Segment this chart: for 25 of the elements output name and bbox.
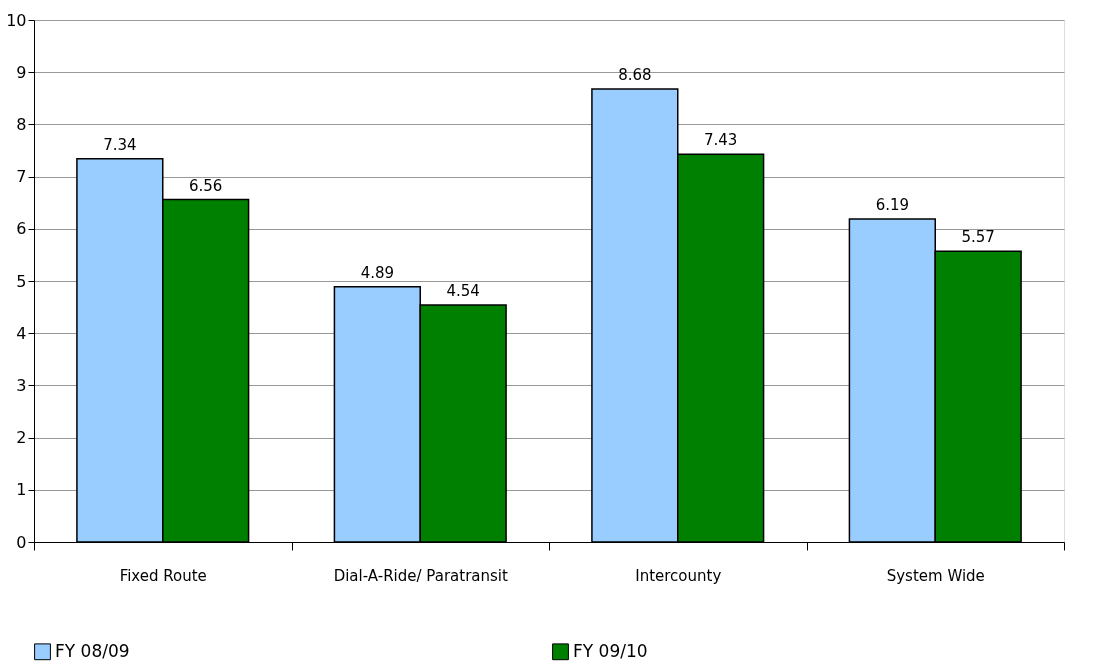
y-tick-label: 5 bbox=[16, 271, 27, 291]
legend-label: FY 08/09 bbox=[55, 640, 130, 661]
y-tick-label: 2 bbox=[16, 428, 27, 448]
legend-label: FY 09/10 bbox=[573, 640, 648, 661]
data-label: 8.68 bbox=[618, 65, 652, 84]
y-tick-label: 10 bbox=[6, 10, 27, 30]
data-label: 5.57 bbox=[961, 228, 995, 247]
data-label: 6.56 bbox=[188, 176, 223, 195]
y-tick-label: 3 bbox=[16, 375, 27, 395]
data-label: 7.34 bbox=[103, 135, 137, 154]
data-label: 6.19 bbox=[875, 195, 910, 214]
y-tick-label: 8 bbox=[16, 114, 27, 134]
y-tick-label: 6 bbox=[16, 219, 27, 239]
x-tick-label: Fixed Route bbox=[119, 566, 207, 585]
x-tick-label: Dial-A-Ride/ Paratransit bbox=[333, 566, 508, 585]
data-label: 4.54 bbox=[446, 282, 480, 301]
y-tick-label: 7 bbox=[16, 167, 27, 187]
x-tick-label: System Wide bbox=[886, 566, 985, 585]
data-label: 4.89 bbox=[360, 263, 395, 282]
y-tick-label: 0 bbox=[16, 532, 27, 552]
data-label: 7.43 bbox=[703, 131, 738, 150]
x-tick-label: Intercounty bbox=[635, 566, 722, 585]
y-tick-label: 1 bbox=[16, 480, 27, 500]
y-tick-label: 4 bbox=[16, 323, 27, 343]
y-tick-label: 9 bbox=[16, 62, 27, 82]
